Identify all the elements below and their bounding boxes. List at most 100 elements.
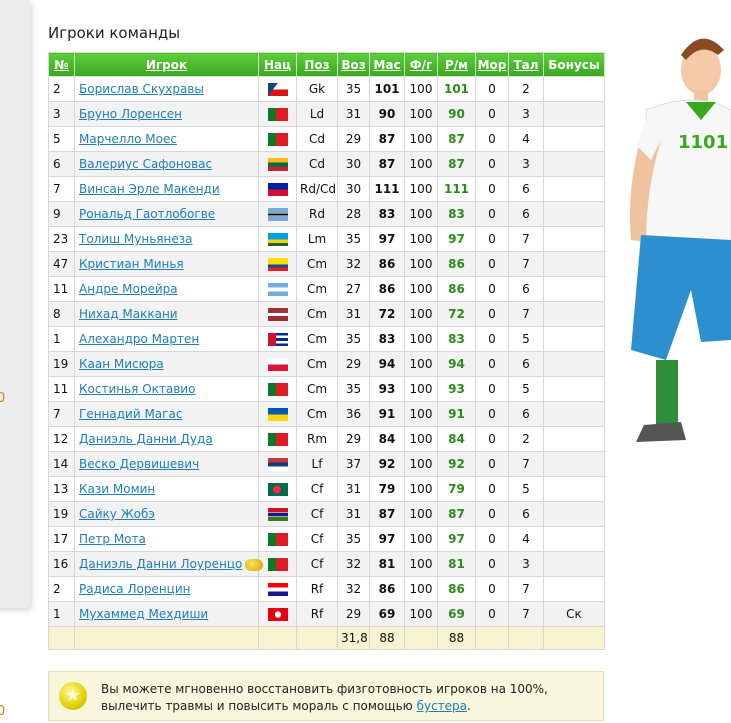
column-header[interactable]: Мас: [369, 52, 405, 77]
position: Rd/Cd: [296, 176, 338, 202]
column-header[interactable]: Ф/г: [404, 52, 438, 77]
player-link[interactable]: Толиш Муньянеза: [79, 232, 193, 246]
real-mastery: 84: [437, 426, 476, 452]
column-header[interactable]: №: [48, 52, 75, 77]
sort-link[interactable]: Мас: [373, 57, 401, 72]
table-row: 16 Даниэль Данни Лоуренцо Cf 32 81 100 81 0 3: [48, 551, 605, 577]
player-link[interactable]: Каан Мисюра: [79, 357, 164, 371]
mastery: 94: [369, 351, 405, 377]
mastery: 83: [369, 201, 405, 227]
player-link[interactable]: Бруно Лоренсен: [79, 107, 182, 121]
player-number: 13: [48, 476, 75, 502]
column-header[interactable]: Игрок: [74, 52, 259, 77]
age: 32: [337, 551, 370, 577]
sort-link[interactable]: Поз: [304, 57, 330, 72]
mastery: 87: [369, 151, 405, 177]
player-link[interactable]: Даниэль Данни Дуда: [79, 432, 213, 446]
left-panel: [0, 0, 30, 608]
player-link[interactable]: Сайку Жобэ: [79, 507, 155, 521]
sort-link[interactable]: Нац: [263, 57, 292, 72]
player-name-cell: Толиш Муньянеза: [74, 226, 259, 252]
fitness: 100: [404, 301, 438, 327]
nationality-cell: [258, 176, 297, 202]
age: 29: [337, 601, 370, 627]
flag-icon-ua: [267, 408, 288, 421]
player-illustration: 1101: [630, 38, 731, 442]
nationality-cell: [258, 576, 297, 602]
bonuses: [543, 76, 605, 102]
player-name-cell: Веско Дервишевич: [74, 451, 259, 477]
player-link[interactable]: Борислав Скухравы: [79, 82, 204, 96]
age: 31: [337, 501, 370, 527]
mastery: 86: [369, 251, 405, 277]
column-header[interactable]: Тал: [508, 52, 544, 77]
age: 27: [337, 276, 370, 302]
column-header[interactable]: Воз: [337, 52, 370, 77]
player-link[interactable]: Нихад Маккани: [79, 307, 178, 321]
bonuses: [543, 201, 605, 227]
sort-link[interactable]: №: [54, 57, 69, 72]
age: 35: [337, 326, 370, 352]
booster-link[interactable]: бустера: [416, 699, 468, 713]
bonuses: [543, 226, 605, 252]
flag-icon-rw: [267, 233, 288, 246]
age: 31: [337, 301, 370, 327]
player-link[interactable]: Кристиан Минья: [79, 257, 184, 271]
column-header: Бонусы: [543, 52, 605, 77]
player-link[interactable]: Марчелло Моес: [79, 132, 177, 146]
age: 31: [337, 476, 370, 502]
talent: 7: [508, 601, 544, 627]
sort-link[interactable]: Воз: [341, 57, 366, 72]
player-name-cell: Петр Мота: [74, 526, 259, 552]
player-number: 19: [48, 501, 75, 527]
sort-link[interactable]: Тал: [513, 57, 539, 72]
player-link[interactable]: Геннадий Магас: [79, 407, 183, 421]
player-number: 11: [48, 376, 75, 402]
nationality-cell: [258, 476, 297, 502]
column-header[interactable]: Нац: [258, 52, 297, 77]
sort-link[interactable]: Ф/г: [409, 57, 433, 72]
player-link[interactable]: Рональд Гаотлобогве: [79, 207, 216, 221]
sort-link[interactable]: Игрок: [145, 57, 188, 72]
age: 30: [337, 151, 370, 177]
column-header[interactable]: Р/м: [437, 52, 476, 77]
player-link[interactable]: Валериус Сафоновас: [79, 157, 213, 171]
player-link[interactable]: Веско Дервишевич: [79, 457, 200, 471]
summary-cell: [543, 626, 605, 650]
player-link[interactable]: Даниэль Данни Лоуренцо: [79, 557, 243, 571]
player-link[interactable]: Кази Момин: [79, 482, 156, 496]
bonuses: [543, 526, 605, 552]
position: Lm: [296, 226, 338, 252]
mastery: 97: [369, 526, 405, 552]
flag-icon-ec: [267, 258, 288, 271]
age: 35: [337, 376, 370, 402]
column-header[interactable]: Поз: [296, 52, 338, 77]
booster-notice: ★ Вы можете мгновенно восстановить физго…: [48, 671, 604, 721]
real-mastery: 90: [437, 101, 476, 127]
position: Cf: [296, 476, 338, 502]
talent: 7: [508, 226, 544, 252]
player-link[interactable]: Радиса Лоренцин: [79, 582, 191, 596]
flag-icon-pt: [267, 533, 288, 546]
position: Cm: [296, 301, 338, 327]
nationality-cell: [258, 76, 297, 102]
sort-link[interactable]: Р/м: [445, 57, 468, 72]
player-name-cell: Геннадий Магас: [74, 401, 259, 427]
player-link[interactable]: Мухаммед Мехдиши: [79, 607, 209, 621]
column-header[interactable]: Мор: [475, 52, 509, 77]
sort-link[interactable]: Мор: [477, 57, 507, 72]
morale: 0: [475, 101, 509, 127]
bonuses: [543, 151, 605, 177]
nationality-cell: [258, 551, 297, 577]
flag-icon-pt: [267, 133, 288, 146]
position: Rd: [296, 201, 338, 227]
player-link[interactable]: Винсан Эрле Макенди: [79, 182, 220, 196]
player-link[interactable]: Петр Мота: [79, 532, 146, 546]
player-link[interactable]: Костинья Октавио: [79, 382, 196, 396]
player-link[interactable]: Андре Морейра: [79, 282, 178, 296]
bonuses: [543, 501, 605, 527]
player-link[interactable]: Алехандро Мартен: [79, 332, 200, 346]
mastery: 81: [369, 551, 405, 577]
morale: 0: [475, 351, 509, 377]
flag-icon-cz: [267, 83, 288, 96]
